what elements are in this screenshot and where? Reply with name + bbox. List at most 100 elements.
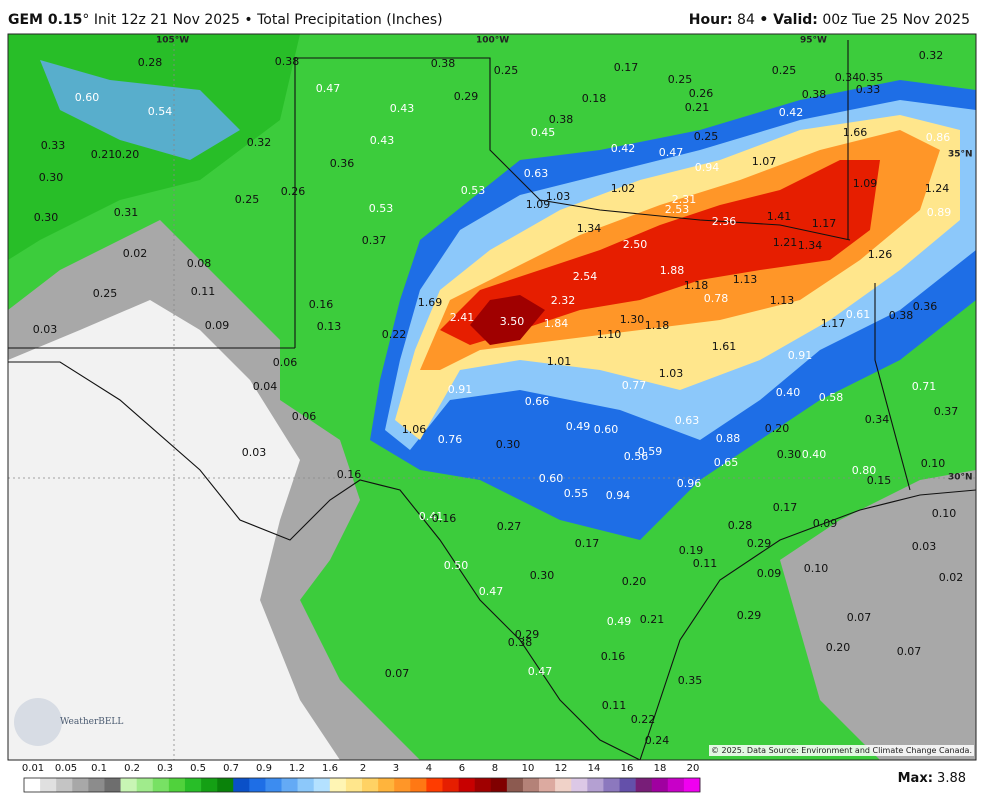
colorbar-cell xyxy=(217,778,234,792)
value-label: 0.34 xyxy=(865,413,890,426)
value-label: 1.21 xyxy=(773,236,798,249)
value-label: 1.61 xyxy=(712,340,737,353)
value-label: 0.33 xyxy=(856,83,881,96)
value-label: 0.24 xyxy=(645,734,670,747)
colorbar-cell xyxy=(587,778,604,792)
value-label: 1.13 xyxy=(733,273,758,286)
value-label: 0.50 xyxy=(444,559,469,572)
value-label: 1.03 xyxy=(659,367,684,380)
value-label: 1.41 xyxy=(767,210,792,223)
colorbar-cell xyxy=(168,778,186,792)
colorbar-cell xyxy=(104,778,121,792)
value-label: 0.20 xyxy=(115,148,140,161)
value-label: 1.88 xyxy=(660,264,685,277)
max-value: 3.88 xyxy=(937,771,966,786)
value-label: 0.11 xyxy=(602,699,627,712)
field-blue xyxy=(40,60,240,160)
value-label: 2.36 xyxy=(712,215,737,228)
value-label: 0.91 xyxy=(788,349,813,362)
value-label: 0.22 xyxy=(382,328,407,341)
value-label: 0.11 xyxy=(693,557,718,570)
value-label: 0.26 xyxy=(689,87,714,100)
colorbar-cell xyxy=(24,778,41,792)
value-label: 0.60 xyxy=(539,472,564,485)
value-label: 0.31 xyxy=(114,206,139,219)
value-label: 0.29 xyxy=(515,628,540,641)
coord-label: 95°W xyxy=(800,36,827,46)
value-label: 0.20 xyxy=(765,422,790,435)
value-label: 1.69 xyxy=(418,296,443,309)
colorbar-cell xyxy=(555,778,572,792)
value-label: 1.09 xyxy=(526,198,551,211)
value-label: 0.16 xyxy=(432,512,457,525)
colorbar-cell xyxy=(651,778,669,792)
value-label: 0.04 xyxy=(253,380,278,393)
colorbar-cell xyxy=(571,778,588,792)
graticule xyxy=(8,34,976,760)
value-label: 0.20 xyxy=(622,575,647,588)
value-label: 0.77 xyxy=(622,379,647,392)
value-label: 0.86 xyxy=(926,131,951,144)
value-label: 0.38 xyxy=(802,88,827,101)
value-label: 0.89 xyxy=(927,206,952,219)
colorbar-cell xyxy=(490,778,508,792)
value-label: 0.17 xyxy=(773,501,798,514)
valid: 00z Tue 25 Nov 2025 xyxy=(822,12,970,28)
colorbar-cell xyxy=(233,778,250,792)
colorbar-tick-label: 0.1 xyxy=(91,763,107,774)
field-red xyxy=(440,160,880,345)
colorbar-tick-label: 10 xyxy=(522,763,535,774)
colorbar-tick-label: 0.5 xyxy=(190,763,206,774)
value-label: 0.36 xyxy=(330,157,355,170)
value-label: 0.16 xyxy=(337,468,362,481)
value-label: 1.01 xyxy=(547,355,572,368)
value-label: 0.21 xyxy=(685,101,710,114)
value-label: 0.29 xyxy=(747,537,772,550)
header-left: GEM 0.15° Init 12z 21 Nov 2025 • Total P… xyxy=(8,12,443,28)
value-label: 0.30 xyxy=(530,569,555,582)
colorbar-cell xyxy=(362,778,379,792)
colorbar-cell xyxy=(88,778,105,792)
value-label: 0.30 xyxy=(34,211,59,224)
value-label: 0.91 xyxy=(448,383,473,396)
value-label: 0.53 xyxy=(369,202,394,215)
colorbar-tick-label: 1.2 xyxy=(289,763,305,774)
colorbar-cell xyxy=(426,778,443,792)
value-label: 1.03 xyxy=(546,190,571,203)
model: GEM 0.15 xyxy=(8,12,83,28)
colorbar-cell xyxy=(394,778,411,792)
colorbar: 0.01 0.05 0.1 0.2 0.3 0.5 0.7 0.9 1.2 1.6 2 3 4 6 8 10 1… xyxy=(22,763,701,793)
value-label: 0.47 xyxy=(659,146,684,159)
precip-field xyxy=(8,34,976,760)
colorbar-cell xyxy=(345,778,363,792)
value-label: 0.47 xyxy=(479,585,504,598)
value-label: 0.20 xyxy=(826,641,851,654)
value-label: 1.18 xyxy=(684,279,709,292)
value-label: 0.30 xyxy=(777,448,802,461)
colorbar-cell xyxy=(522,778,540,792)
value-label: 0.19 xyxy=(679,544,704,557)
colorbar-tick-label: 0.9 xyxy=(256,763,272,774)
value-label: 2.54 xyxy=(573,270,598,283)
colorbar-cell xyxy=(603,778,620,792)
value-label: 0.25 xyxy=(772,64,797,77)
colorbar-cell xyxy=(120,778,137,792)
colorbar-tick-label: 1.6 xyxy=(322,763,338,774)
value-label: 0.54 xyxy=(148,105,173,118)
value-label: 0.07 xyxy=(897,645,922,658)
value-label: 0.76 xyxy=(438,433,463,446)
colorbar-cell xyxy=(281,778,298,792)
value-label: 0.40 xyxy=(802,448,827,461)
value-label: 0.08 xyxy=(187,257,212,270)
coord-label: 30°N xyxy=(948,473,973,483)
colorbar-cell xyxy=(474,778,492,792)
logo-text: WeatherBELL xyxy=(60,717,123,727)
colorbar-tick-label: 6 xyxy=(459,763,465,774)
colorbar-cell xyxy=(378,778,395,792)
value-label: 0.88 xyxy=(716,432,741,445)
colorbar-tick-label: 2 xyxy=(360,763,366,774)
value-label: 0.02 xyxy=(939,571,964,584)
value-label: 2.41 xyxy=(450,311,475,324)
